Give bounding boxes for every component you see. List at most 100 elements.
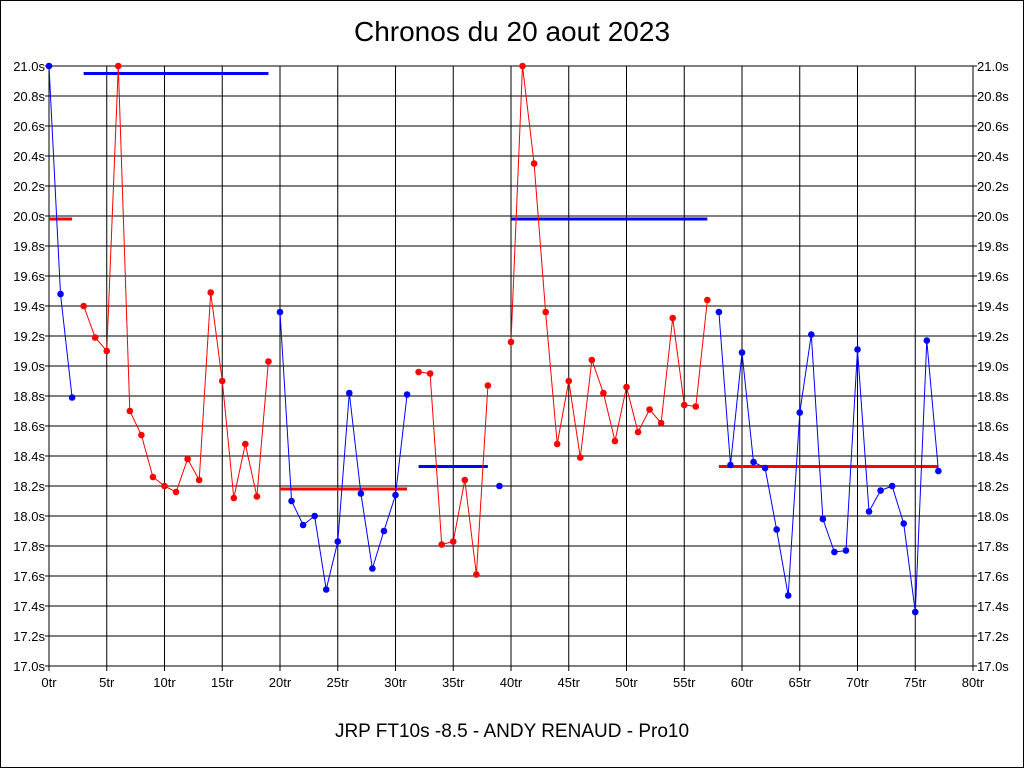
y-tick-label-left: 18.8s xyxy=(13,389,45,404)
data-point xyxy=(715,308,723,316)
data-point xyxy=(484,382,492,389)
data-point xyxy=(623,383,630,391)
data-point xyxy=(380,527,388,535)
y-tick-label-left: 20.0s xyxy=(13,209,45,224)
data-point xyxy=(392,491,399,499)
x-tick-label: 45tr xyxy=(558,675,581,690)
data-point xyxy=(588,356,596,364)
x-tick-label: 0tr xyxy=(41,675,57,690)
x-tick-label: 35tr xyxy=(442,675,465,690)
data-point xyxy=(657,419,665,427)
y-tick-label-left: 19.0s xyxy=(13,359,45,374)
data-point xyxy=(172,488,180,496)
data-point xyxy=(230,494,238,502)
x-tick-label: 75tr xyxy=(904,675,927,690)
data-point xyxy=(91,334,99,341)
data-point xyxy=(403,391,411,398)
y-tick-label-right: 19.0s xyxy=(977,359,1009,374)
y-tick-label-right: 17.2s xyxy=(977,629,1009,644)
data-point xyxy=(877,487,884,494)
data-point xyxy=(530,160,538,167)
y-tick-label-left: 20.8s xyxy=(13,89,45,104)
series-line xyxy=(279,311,408,590)
x-tick-label: 10tr xyxy=(153,675,176,690)
data-point xyxy=(242,440,249,448)
y-tick-label-right: 20.6s xyxy=(977,119,1009,134)
y-tick-label-left: 19.6s xyxy=(13,269,45,284)
data-point xyxy=(727,461,734,469)
data-point xyxy=(299,521,307,529)
data-point xyxy=(819,515,827,523)
data-point xyxy=(218,377,226,385)
y-tick-label-right: 18.4s xyxy=(977,449,1009,464)
data-point xyxy=(473,571,480,578)
y-tick-label-right: 20.4s xyxy=(977,149,1009,164)
data-point xyxy=(68,394,76,401)
x-tick-label: 80tr xyxy=(962,675,985,690)
y-tick-label-right: 20.0s xyxy=(977,209,1009,224)
data-point xyxy=(565,377,573,385)
data-point xyxy=(900,520,907,527)
x-tick-label: 25tr xyxy=(327,675,350,690)
data-point xyxy=(692,403,700,410)
y-tick-label-left: 17.4s xyxy=(13,599,45,614)
x-tick-label: 5tr xyxy=(99,675,115,690)
data-point xyxy=(750,458,757,466)
y-tick-label-left: 19.2s xyxy=(13,329,45,344)
y-tick-label-right: 19.4s xyxy=(977,299,1009,314)
data-point xyxy=(311,512,318,520)
x-tick-label: 20tr xyxy=(269,675,292,690)
data-point xyxy=(935,467,942,475)
data-point xyxy=(923,337,931,344)
data-point xyxy=(288,497,295,505)
data-point xyxy=(149,473,157,481)
data-point xyxy=(115,62,122,70)
data-point xyxy=(57,290,64,298)
data-point xyxy=(519,62,526,70)
y-tick-label-right: 19.2s xyxy=(977,329,1009,344)
data-point xyxy=(577,454,584,461)
data-point xyxy=(80,302,87,310)
data-point xyxy=(369,565,376,572)
data-point xyxy=(276,308,284,316)
data-point xyxy=(496,482,503,490)
y-tick-label-left: 17.8s xyxy=(13,539,45,554)
y-tick-label-right: 19.6s xyxy=(977,269,1009,284)
data-point xyxy=(207,289,214,296)
data-point xyxy=(195,476,203,484)
y-tick-label-left: 19.4s xyxy=(13,299,45,314)
data-point xyxy=(415,368,422,376)
data-point xyxy=(680,401,688,409)
y-tick-label-right: 18.2s xyxy=(977,479,1009,494)
data-point xyxy=(842,547,850,554)
data-point xyxy=(808,331,815,338)
data-point xyxy=(611,437,619,445)
y-tick-label-right: 17.0s xyxy=(977,659,1009,674)
data-point xyxy=(426,370,434,377)
data-point xyxy=(600,389,607,397)
data-point xyxy=(461,476,469,484)
data-point xyxy=(346,389,353,397)
y-tick-label-left: 18.2s xyxy=(13,479,45,494)
y-tick-label-right: 17.8s xyxy=(977,539,1009,554)
data-point xyxy=(265,358,272,365)
series-line xyxy=(510,65,708,458)
y-tick-label-left: 18.4s xyxy=(13,449,45,464)
y-tick-label-right: 18.6s xyxy=(977,419,1009,434)
x-tick-label: 50tr xyxy=(615,675,638,690)
data-point xyxy=(184,455,191,463)
y-tick-label-right: 19.8s xyxy=(977,239,1009,254)
x-tick-label: 15tr xyxy=(211,675,234,690)
y-tick-label-left: 21.0s xyxy=(13,59,45,74)
x-tick-label: 30tr xyxy=(384,675,407,690)
data-point xyxy=(138,431,145,439)
data-point xyxy=(888,482,896,490)
data-point xyxy=(553,440,561,448)
data-point xyxy=(322,586,330,593)
x-tick-label: 65tr xyxy=(789,675,812,690)
y-tick-label-right: 17.6s xyxy=(977,569,1009,584)
data-point xyxy=(507,338,515,346)
chart-title: Chronos du 20 aout 2023 xyxy=(353,16,671,47)
y-tick-label-right: 20.8s xyxy=(977,89,1009,104)
y-tick-label-left: 17.2s xyxy=(13,629,45,644)
